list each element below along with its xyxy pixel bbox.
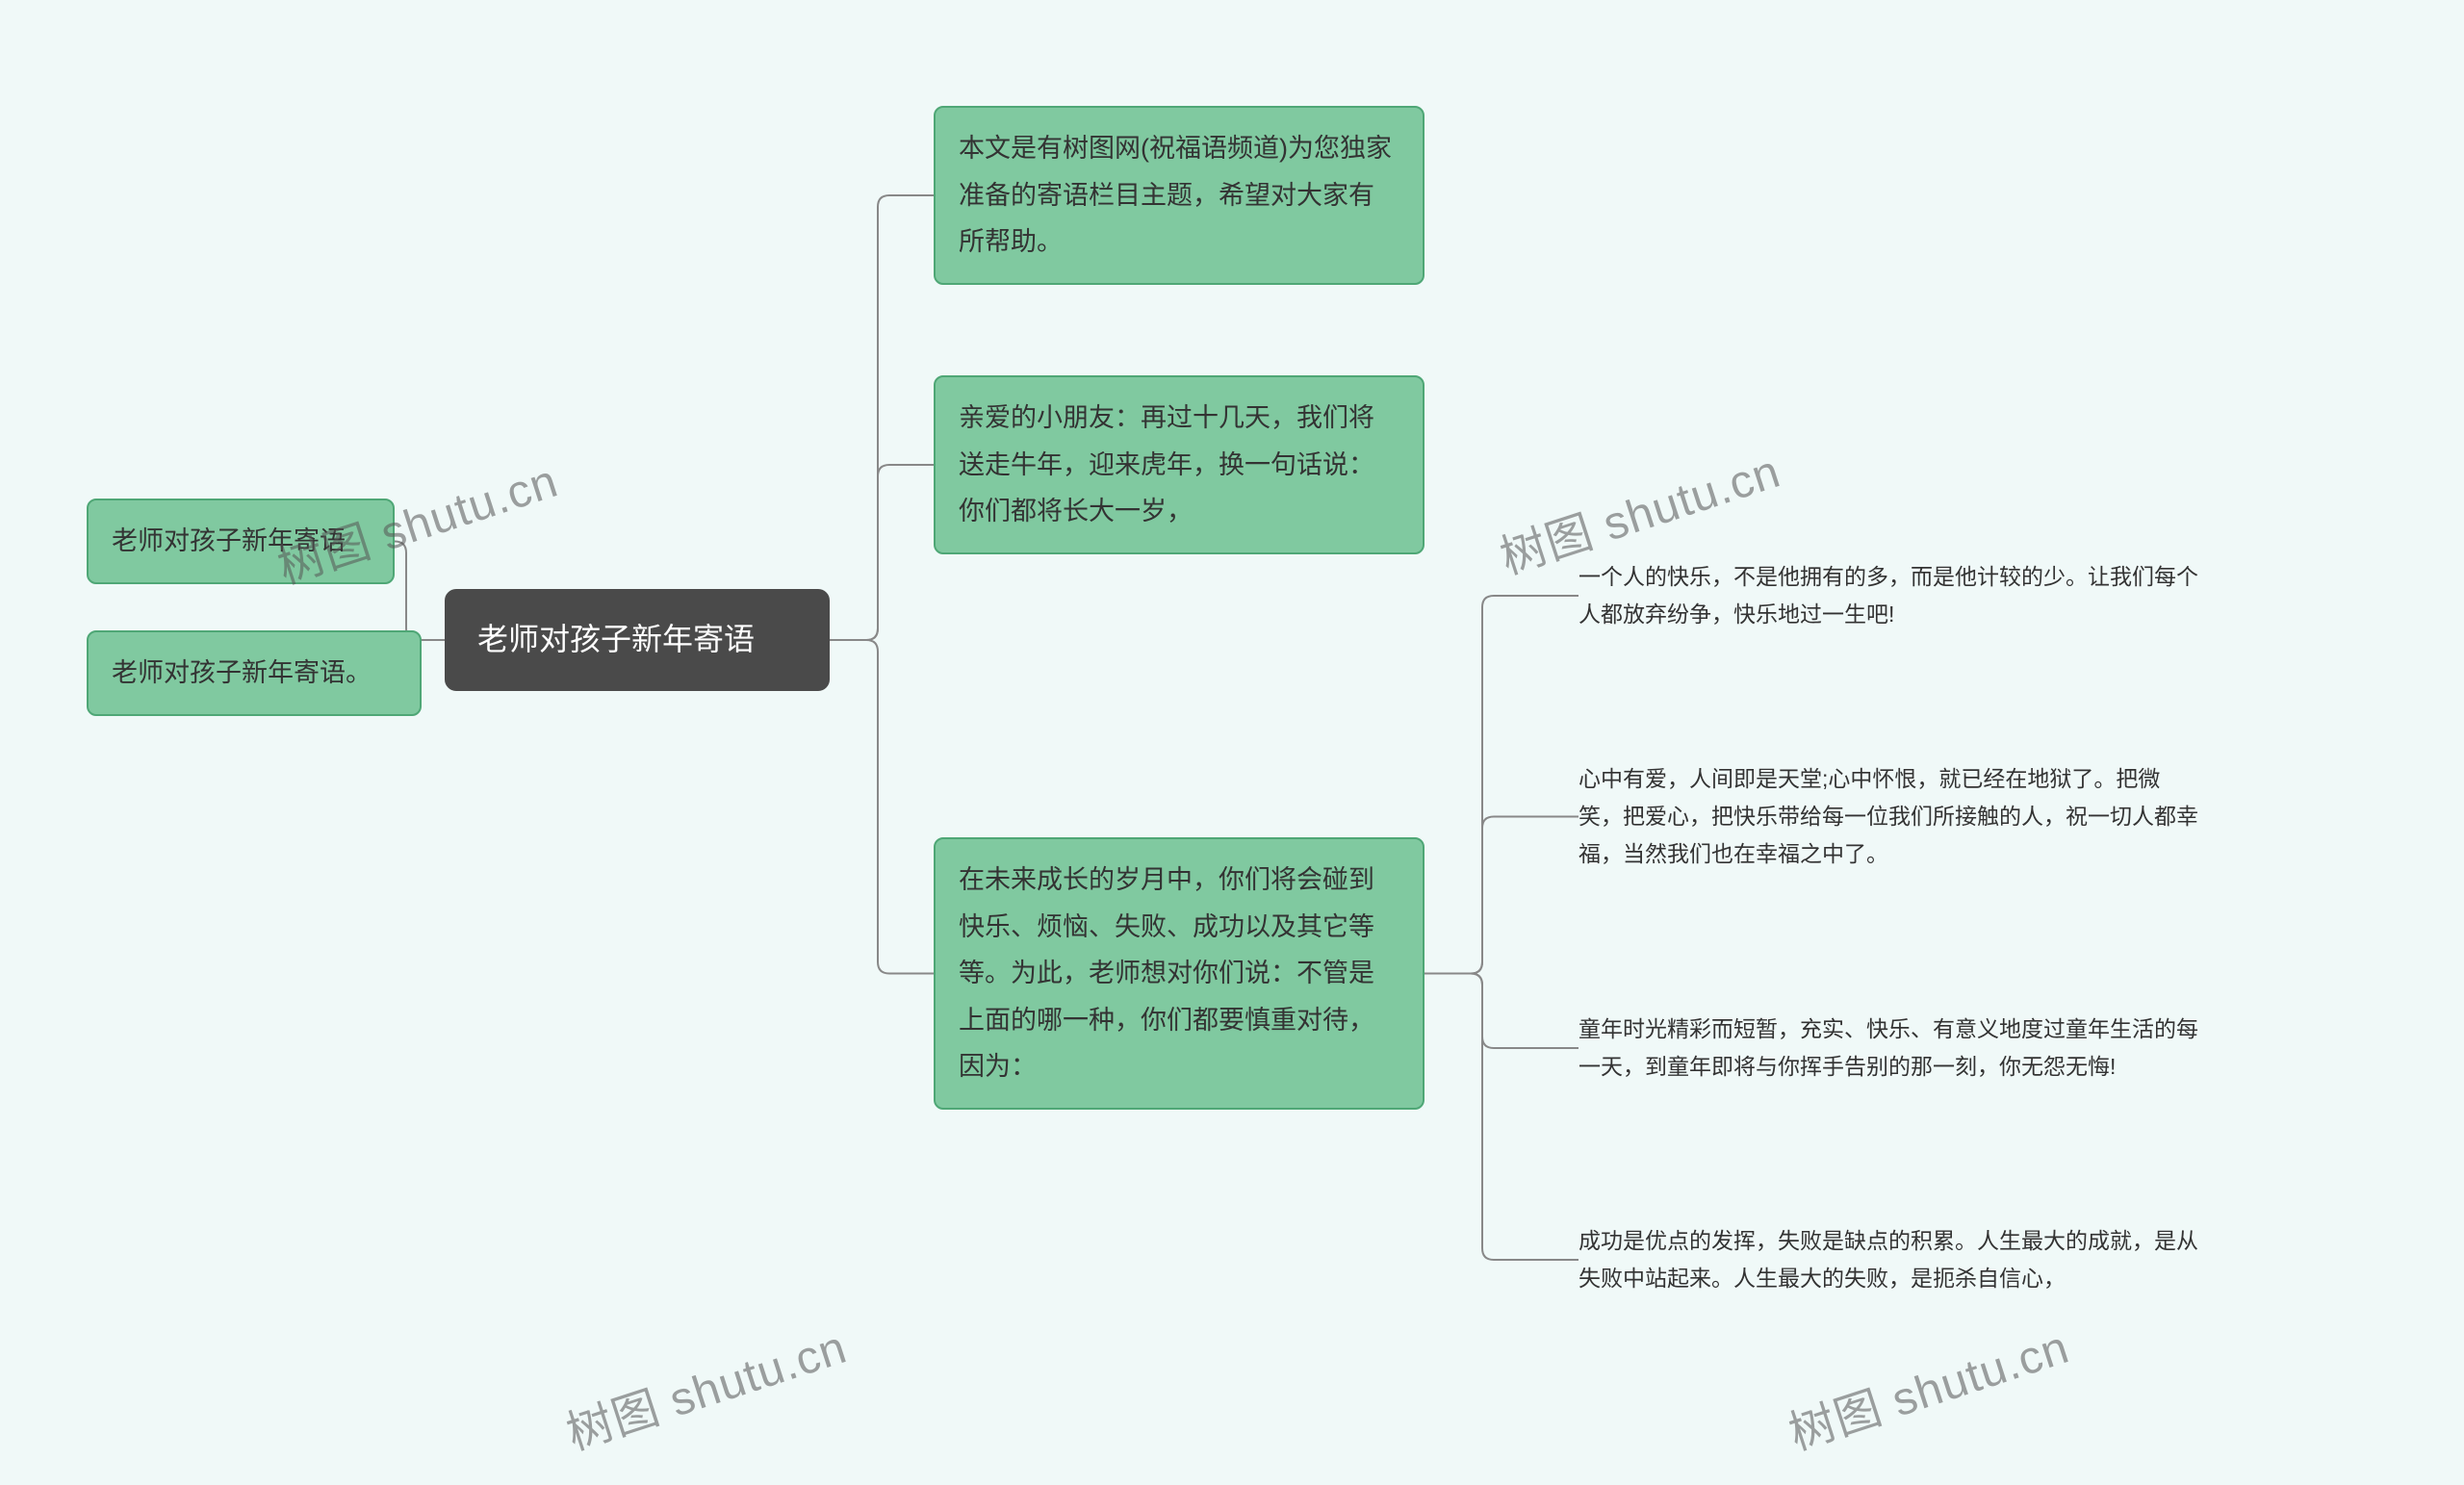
watermark-2: 树图 shutu.cn [556,1309,854,1463]
watermark-3: 树图 shutu.cn [1779,1309,2076,1463]
right-node-1[interactable]: 亲爱的小朋友：再过十几天，我们将送走牛年，迎来虎年，换一句话说：你们都将长大一岁… [934,375,1424,554]
leaf-node-2: 童年时光精彩而短暂，充实、快乐、有意义地度过童年生活的每一天，到童年即将与你挥手… [1578,1011,2204,1086]
right-node-2[interactable]: 在未来成长的岁月中，你们将会碰到快乐、烦恼、失败、成功以及其它等等。为此，老师想… [934,837,1424,1110]
leaf-node-3: 成功是优点的发挥，失败是缺点的积累。人生最大的成就，是从失败中站起来。人生最大的… [1578,1222,2204,1297]
right-node-0[interactable]: 本文是有树图网(祝福语频道)为您独家准备的寄语栏目主题，希望对大家有所帮助。 [934,106,1424,285]
left-node-1[interactable]: 老师对孩子新年寄语。 [87,630,422,716]
left-node-0[interactable]: 老师对孩子新年寄语 [87,499,395,584]
root-node[interactable]: 老师对孩子新年寄语 [445,589,830,691]
leaf-node-1: 心中有爱，人间即是天堂;心中怀恨，就已经在地狱了。把微笑，把爱心，把快乐带给每一… [1578,760,2204,873]
leaf-node-0: 一个人的快乐，不是他拥有的多，而是他计较的少。让我们每个人都放弃纷争，快乐地过一… [1578,558,2204,633]
mindmap-canvas: 老师对孩子新年寄语老师对孩子新年寄语老师对孩子新年寄语。 本文是有树图网(祝福语频… [0,0,2464,1485]
